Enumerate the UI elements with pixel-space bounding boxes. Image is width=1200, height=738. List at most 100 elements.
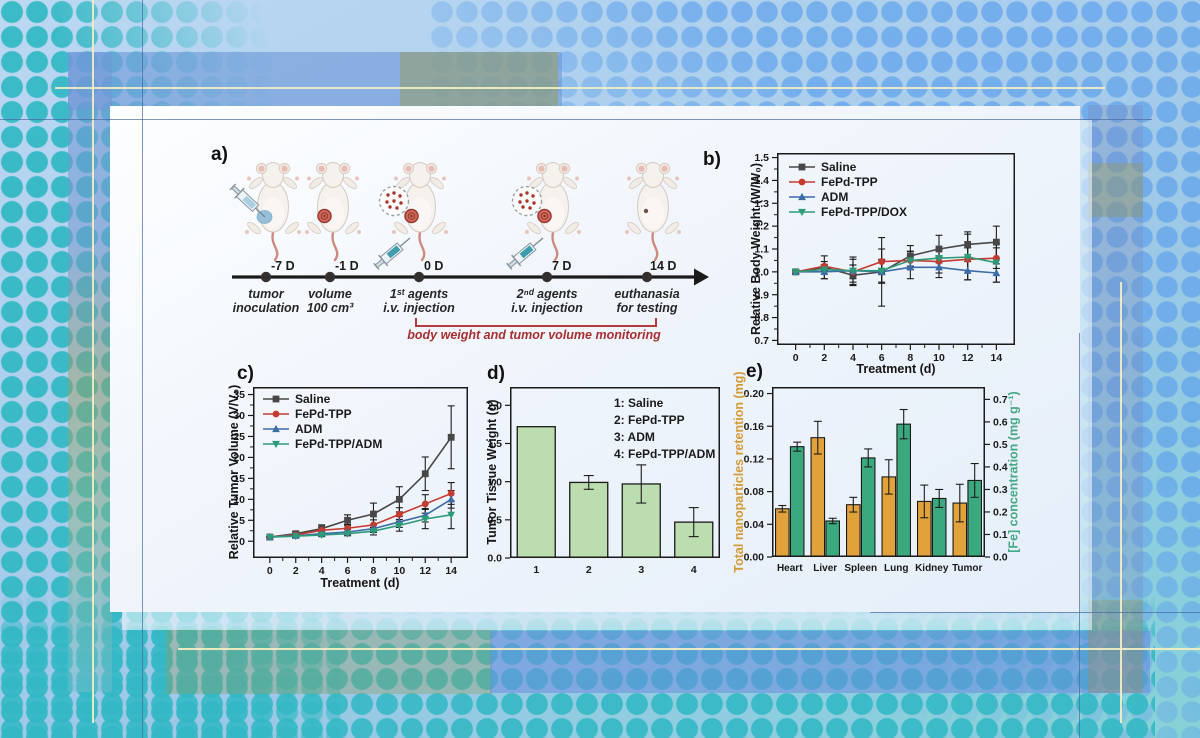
svg-text:2: 2	[293, 565, 299, 577]
svg-text:FePd-TPP/ADM: FePd-TPP/ADM	[295, 437, 382, 451]
tumor-weight-y-axis-label: Tumor Tissue Weight (g)	[485, 399, 499, 545]
svg-text:Kidney: Kidney	[915, 563, 949, 574]
caption-line: i.v. injection	[383, 301, 455, 315]
svg-text:3: 3	[638, 564, 644, 576]
svg-text:10: 10	[933, 352, 945, 364]
svg-text:30: 30	[233, 410, 245, 422]
timeline-day-14: 14 D	[650, 259, 677, 273]
svg-text:0: 0	[793, 352, 799, 364]
svg-text:Heart: Heart	[777, 563, 803, 574]
svg-text:0.0: 0.0	[487, 553, 502, 565]
panel-e-letter: e)	[746, 361, 763, 382]
svg-text:0: 0	[267, 565, 273, 577]
svg-text:Spleen: Spleen	[844, 563, 877, 574]
body-weight-chart: 0 2 4 6 8 10 12 14 0.7 0.8 0.9 1.0 1.1 1.2 1.3 1.4 1.5 Sa…	[754, 152, 1015, 364]
timeline-caption-3: 1ˢᵗ agents i.v. injection	[359, 287, 479, 315]
tumor-volume-x-axis-label: Treatment (d)	[320, 576, 400, 590]
svg-text:1.5: 1.5	[487, 438, 502, 450]
svg-text:25: 25	[233, 431, 245, 443]
svg-text:12: 12	[962, 352, 974, 364]
svg-text:1.3: 1.3	[754, 198, 769, 210]
body-weight-y-axis-label: Relative Body Weight (W/W₀)	[749, 162, 763, 336]
biodistribution-chart: Heart Liver Spleen Lung Kidney Tumor 0.00 0.04 0…	[744, 387, 1008, 574]
svg-text:12: 12	[419, 565, 431, 577]
timeline-day--7: -7 D	[271, 259, 295, 273]
caption-line: 2ⁿᵈ agents	[516, 287, 578, 301]
timeline-caption-2: volume 100 cm³	[270, 287, 390, 315]
decor-olive-band-bottom	[166, 629, 492, 694]
treatment-timeline-illustration	[229, 162, 709, 286]
panel-c-letter: c)	[237, 363, 254, 384]
svg-text:0.7: 0.7	[754, 335, 769, 347]
svg-text:0: 0	[239, 536, 245, 548]
svg-text:FePd-TPP: FePd-TPP	[295, 407, 352, 421]
caption-line: i.v. injection	[511, 301, 583, 315]
panel-a-letter: a)	[211, 144, 228, 165]
decor-blue-band-bottom	[490, 631, 1150, 693]
svg-text:3: ADM: 3: ADM	[614, 430, 655, 444]
panel-b-letter: b)	[703, 149, 721, 170]
svg-text:0.2: 0.2	[993, 507, 1008, 519]
caption-line: volume	[308, 287, 352, 301]
svg-text:1.4: 1.4	[754, 175, 769, 187]
svg-text:1: 1	[533, 564, 539, 576]
svg-text:2: 2	[586, 564, 592, 576]
svg-text:14: 14	[445, 565, 457, 577]
svg-text:0.5: 0.5	[487, 514, 502, 526]
svg-text:1.1: 1.1	[754, 244, 769, 256]
svg-text:0.1: 0.1	[993, 529, 1008, 541]
timeline-caption-5: euthanasia for testing	[587, 287, 707, 315]
tumor-weight-chart: 1 2 3 4 0.0 0.5 1.0 1.5 2.0 1: Saline 2: FePd-TPP 3…	[487, 387, 720, 576]
caption-line: inoculation	[232, 301, 300, 315]
timeline-caption-1: tumor inoculation	[206, 287, 326, 315]
svg-text:0.5: 0.5	[993, 439, 1008, 451]
svg-text:2: FePd-TPP: 2: FePd-TPP	[614, 413, 685, 427]
svg-text:4: 4	[319, 565, 325, 577]
svg-text:20: 20	[233, 452, 245, 464]
tumor-volume-chart: 0 2 4 6 8 10 12 14 0 5 10 15 20 25 30 35 Saline FePd-TPP A…	[233, 387, 468, 577]
svg-text:4: FePd-TPP/ADM: 4: FePd-TPP/ADM	[614, 447, 715, 461]
svg-text:Saline: Saline	[821, 160, 857, 174]
caption-line: for testing	[616, 301, 678, 315]
svg-text:1.0: 1.0	[754, 266, 769, 278]
svg-text:0.6: 0.6	[993, 417, 1008, 429]
svg-text:Liver: Liver	[813, 563, 837, 574]
decor-olive-patch-right-top	[1088, 163, 1143, 217]
svg-text:10: 10	[233, 494, 245, 506]
svg-text:0.12: 0.12	[744, 454, 765, 466]
decor-strip-right	[1088, 105, 1143, 693]
svg-text:0.20: 0.20	[744, 388, 765, 400]
svg-text:0.16: 0.16	[744, 421, 765, 433]
svg-text:8: 8	[371, 565, 377, 577]
svg-text:5: 5	[239, 515, 245, 527]
timeline-day-7: 7 D	[552, 259, 572, 273]
svg-text:0.4: 0.4	[993, 462, 1008, 474]
svg-text:FePd-TPP/DOX: FePd-TPP/DOX	[821, 205, 907, 219]
svg-text:14: 14	[991, 352, 1003, 364]
caption-line: 100 cm³	[306, 301, 354, 315]
svg-text:Tumor: Tumor	[952, 563, 982, 574]
svg-text:1: Saline: 1: Saline	[614, 396, 664, 410]
svg-text:4: 4	[691, 564, 697, 576]
svg-text:1.5: 1.5	[754, 152, 769, 164]
timeline-day--1: -1 D	[335, 259, 359, 273]
svg-text:0.04: 0.04	[744, 519, 765, 531]
monitoring-note: body weight and tumor volume monitoring	[407, 328, 661, 342]
caption-line: tumor	[248, 287, 284, 301]
caption-line: euthanasia	[614, 287, 680, 301]
svg-text:Saline: Saline	[295, 392, 331, 406]
svg-text:8: 8	[907, 352, 913, 364]
svg-text:1.2: 1.2	[754, 221, 769, 233]
svg-text:10: 10	[394, 565, 406, 577]
monitoring-bracket	[415, 318, 657, 327]
svg-text:Lung: Lung	[884, 563, 908, 574]
caption-line: 1ˢᵗ agents	[389, 287, 449, 301]
figure-panel: a) b) c) d) e) -7 D -1 D 0 D 7 D 14 D tu…	[110, 106, 1080, 612]
svg-text:0.8: 0.8	[754, 312, 769, 324]
svg-text:0.3: 0.3	[993, 484, 1008, 496]
decor-olive-rect-top	[400, 52, 558, 109]
retention-y-axis-label: Total nanoparticles retention (mg)	[732, 371, 746, 573]
svg-text:ADM: ADM	[295, 422, 322, 436]
svg-text:6: 6	[345, 565, 351, 577]
svg-text:FePd-TPP: FePd-TPP	[821, 175, 878, 189]
